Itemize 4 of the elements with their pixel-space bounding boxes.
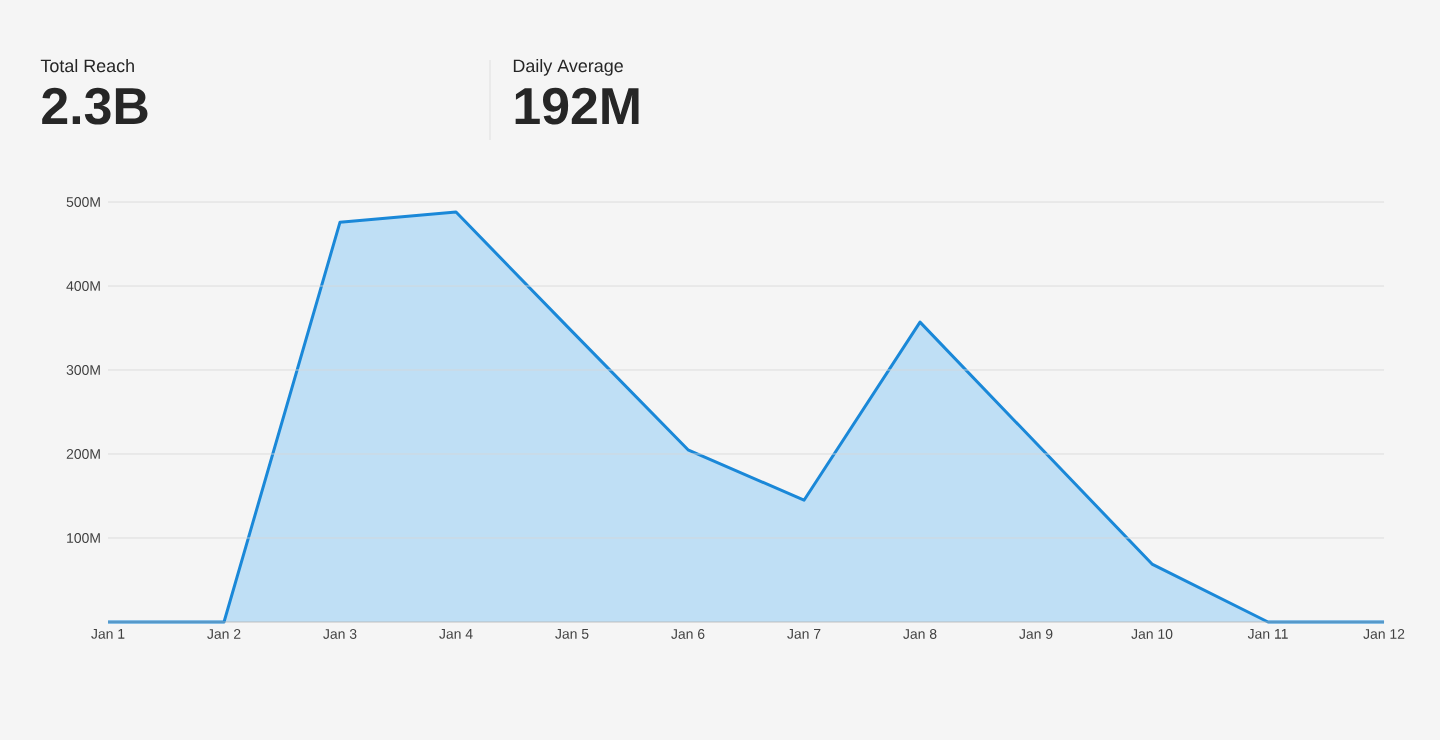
- text: Total Reach: [40, 59, 134, 73]
- text: 192M: [515, 87, 639, 125]
- text: Daily Average: [513, 59, 623, 76]
- text: 2.3B: [42, 87, 148, 125]
